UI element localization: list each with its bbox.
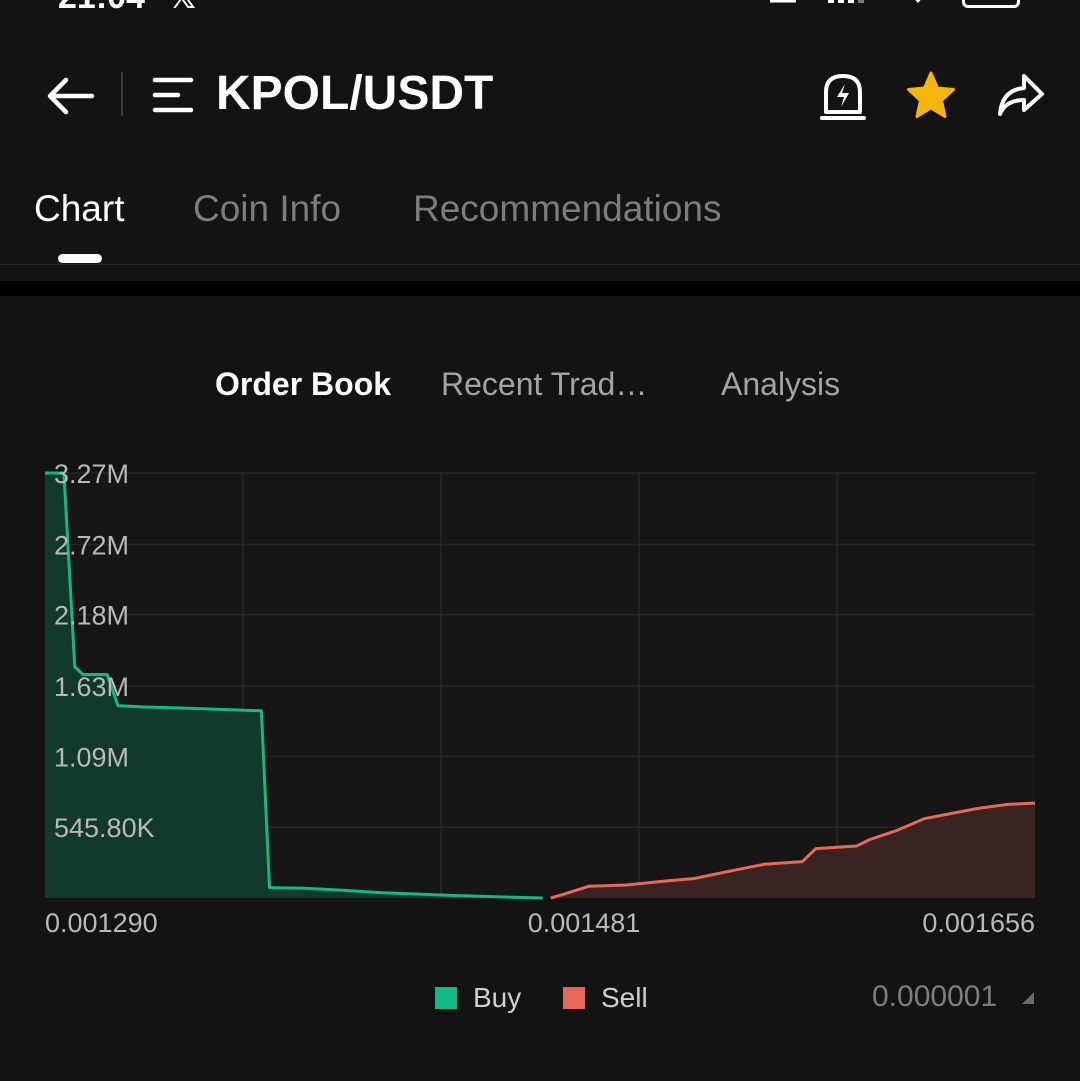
chart-legend: Buy Sell 0.000001 [0,978,1080,1018]
legend-label-buy: Buy [473,982,522,1013]
arrow-left-icon [47,77,95,115]
series-area-buy [45,473,543,898]
alarm-icon [766,0,800,8]
subtab-recent-trades[interactable]: Recent Trad… [441,366,648,402]
price-alert-button[interactable] [818,70,868,122]
share-button[interactable] [994,70,1046,122]
signal-icon [826,0,874,8]
series-line-buy [45,471,543,900]
depth-chart: 3.27M 2.72M 2.18M 1.63M 1.09M 545.80K 0.001290… [45,459,1036,938]
legend-item-sell: Sell [563,978,648,1018]
y-tick-label: 2.72M [54,530,129,560]
section-divider [0,281,1080,296]
series-line-sell [550,801,1036,900]
share-icon [998,74,1044,116]
main-tabs: Chart Coin Info Recommendations [0,180,1080,265]
active-tab-indicator [58,254,102,263]
price-alert-icon [820,74,866,120]
tab-coin-info[interactable]: Coin Info [193,188,342,229]
x-app-icon: 𝕏 [170,0,196,14]
chart-subtabs: Order Book Recent Trad… Analysis [0,366,1080,410]
status-time: 21:04 [58,0,145,14]
subtab-order-book[interactable]: Order Book [215,366,392,402]
tab-chart[interactable]: Chart [34,188,125,229]
back-button[interactable] [44,74,98,118]
legend-item-buy: Buy [435,978,521,1018]
tab-recommendations[interactable]: Recommendations [413,188,722,229]
favorite-button[interactable] [905,70,957,122]
x-tick-label: 0.001481 [528,908,641,938]
x-tick-label: 0.001656 [922,908,1035,938]
status-icons [766,0,1020,8]
wifi-icon [900,0,936,8]
y-tick-label: 2.18M [54,601,129,631]
dropdown-caret-icon[interactable] [1022,992,1034,1004]
menu-icon [152,77,194,113]
precision-selector[interactable]: 0.000001 [872,980,998,1013]
pair-menu-button[interactable] [152,76,194,114]
y-tick-label: 1.63M [54,672,129,702]
legend-swatch-buy [435,987,457,1009]
pair-title[interactable]: KPOL/USDT [216,67,494,120]
subtab-analysis[interactable]: Analysis [721,366,841,402]
header-divider [121,72,123,116]
legend-swatch-sell [563,987,585,1009]
series-area-sell [550,803,1035,898]
star-icon [907,71,955,118]
x-tick-label: 0.001290 [45,908,158,938]
legend-label-sell: Sell [601,982,648,1013]
y-tick-label: 3.27M [54,459,129,489]
y-tick-label: 545.80K [54,813,155,843]
y-tick-label: 1.09M [54,742,129,772]
battery-icon [962,0,1020,8]
status-bar: 21:04 𝕏 [0,0,1080,14]
header: KPOL/USDT [0,56,1080,136]
